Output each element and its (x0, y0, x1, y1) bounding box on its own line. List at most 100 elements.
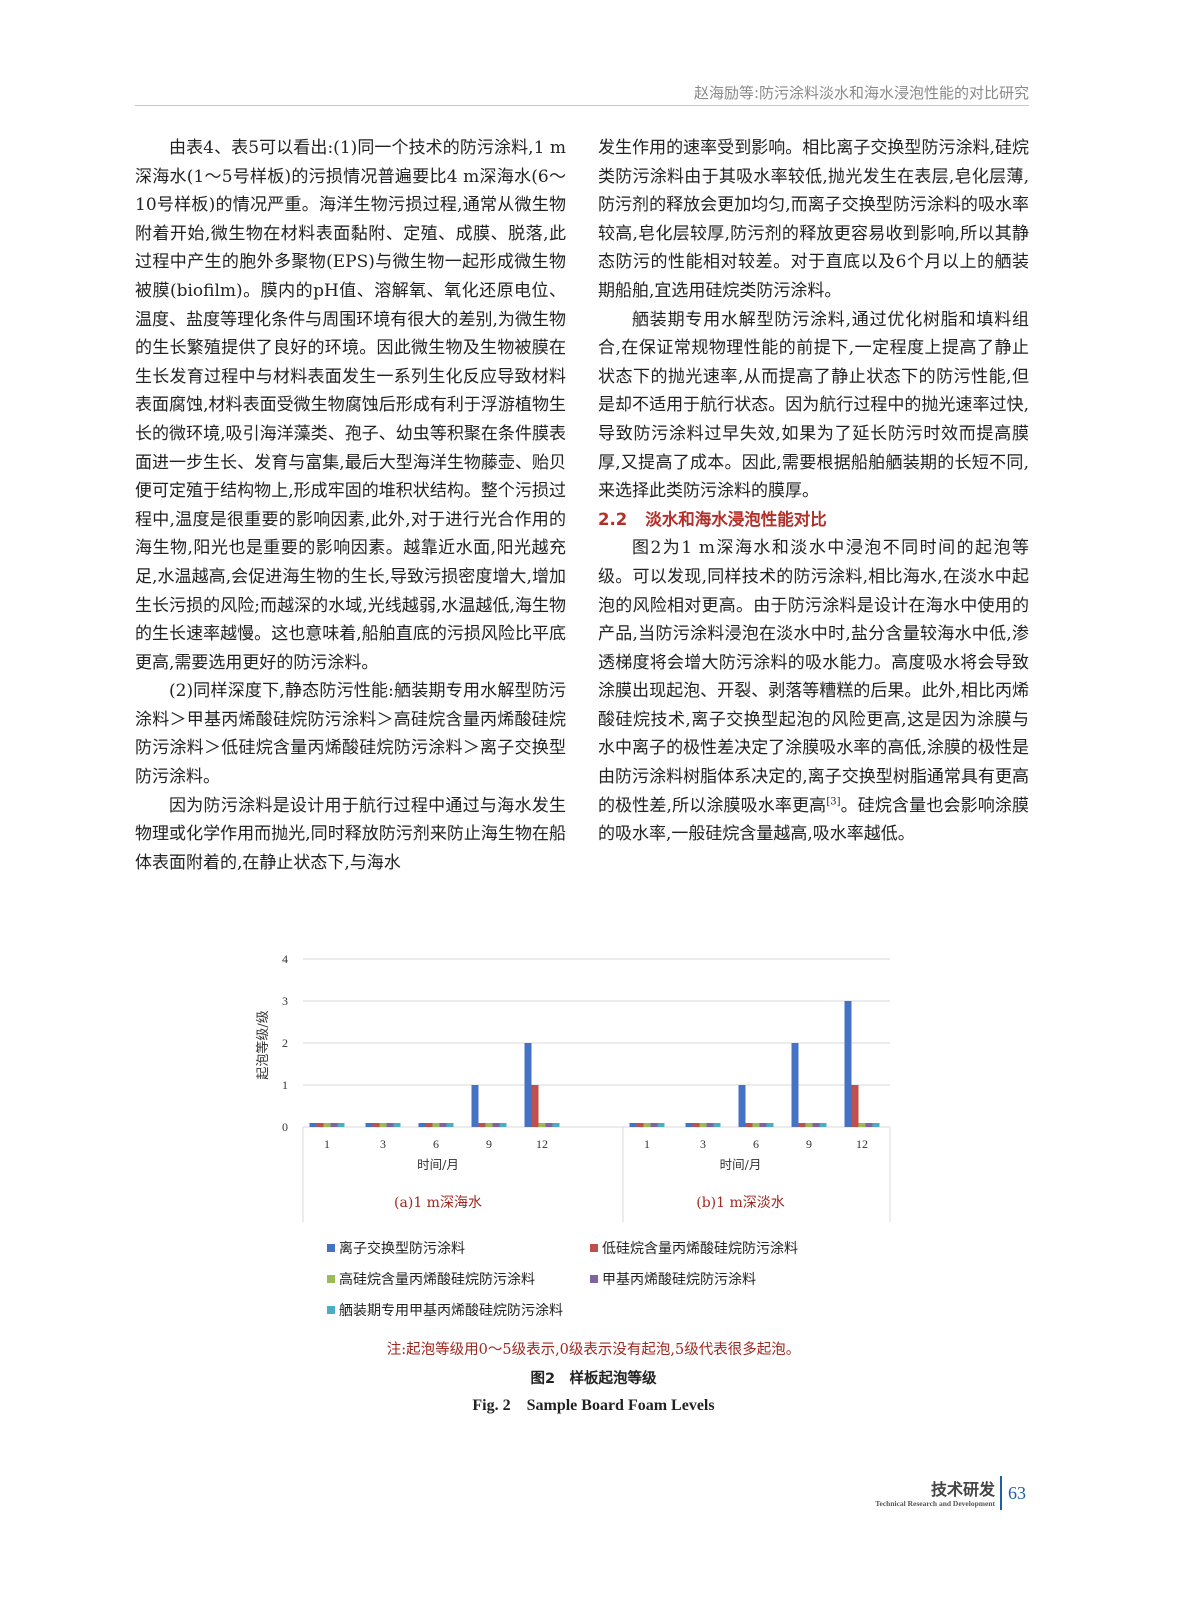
bar-freshwater-6-series-0 (738, 1085, 746, 1127)
bar-freshwater-9-series-0 (791, 1043, 799, 1127)
bar-freshwater-9-series-4 (819, 1123, 827, 1127)
y-tick-label: 0 (282, 1120, 288, 1134)
bar-freshwater-12-series-4 (872, 1123, 880, 1127)
footer-divider (1000, 1476, 1002, 1510)
bar-freshwater-3-series-4 (713, 1123, 721, 1127)
header-rule (135, 105, 1029, 106)
bar-seawater-6-series-2 (432, 1123, 440, 1127)
y-tick-label: 1 (282, 1078, 288, 1092)
bar-freshwater-12-series-2 (858, 1123, 866, 1127)
x-tick-label: 3 (380, 1137, 386, 1151)
bar-seawater-12-series-0 (524, 1043, 532, 1127)
bar-seawater-3-series-4 (393, 1123, 401, 1127)
bar-seawater-6-series-3 (439, 1123, 447, 1127)
paragraph-continuation: 发生作用的速率受到影响。相比离子交换型防污涂料,硅烷类防污涂料由于其吸水率较低,… (598, 138, 1029, 301)
paragraph: (2)同样深度下,静态防污性能:舾装期专用水解型防污涂料＞甲基丙烯酸硅烷防污涂料… (135, 681, 566, 788)
legend-label: 离子交换型防污涂料 (339, 1241, 465, 1257)
x-tick-label: 12 (856, 1137, 868, 1151)
bar-seawater-9-series-2 (485, 1123, 493, 1127)
paragraph: 图2为1 m深海水和淡水中浸泡不同时间的起泡等级。可以发现,同样技术的防污涂料,… (598, 534, 1029, 849)
legend-swatch (327, 1275, 335, 1283)
legend-item: 离子交换型防污涂料 (327, 1238, 465, 1258)
legend-item: 舾装期专用甲基丙烯酸硅烷防污涂料 (327, 1300, 563, 1320)
bar-seawater-1-series-2 (323, 1123, 331, 1127)
legend-swatch (327, 1244, 335, 1252)
bar-seawater-1-series-0 (309, 1123, 317, 1127)
legend-item: 甲基丙烯酸硅烷防污涂料 (590, 1269, 756, 1289)
paragraph-text: 。硅烷含量也会影响涂膜的吸水率,一般硅烷含量越高,吸水率越低。 (598, 795, 1030, 845)
bar-seawater-12-series-4 (552, 1123, 560, 1127)
bar-seawater-12-series-2 (538, 1123, 546, 1127)
x-tick-label: 9 (806, 1137, 812, 1151)
section-heading: 2.2 淡水和海水浸泡性能对比 (598, 506, 1029, 535)
section-number: 2.2 (598, 509, 628, 529)
bar-freshwater-3-series-0 (685, 1123, 693, 1127)
bar-seawater-6-series-4 (446, 1123, 454, 1127)
bar-seawater-9-series-1 (478, 1123, 486, 1127)
bar-freshwater-1-series-3 (650, 1123, 658, 1127)
paragraph: 由表4、表5可以看出:(1)同一个技术的防污涂料,1 m深海水(1～5号样板)的… (135, 138, 566, 673)
x-tick-label: 1 (324, 1137, 330, 1151)
legend-label: 甲基丙烯酸硅烷防污涂料 (602, 1272, 756, 1288)
running-title: 赵海励等:防污涂料淡水和海水浸泡性能的对比研究 (693, 84, 1029, 102)
bar-freshwater-6-series-3 (759, 1123, 767, 1127)
bar-freshwater-6-series-4 (766, 1123, 774, 1127)
bar-seawater-3-series-0 (365, 1123, 373, 1127)
legend-item: 高硅烷含量丙烯酸硅烷防污涂料 (327, 1269, 535, 1289)
bar-seawater-12-series-3 (545, 1123, 553, 1127)
bar-freshwater-9-series-3 (812, 1123, 820, 1127)
footer-section-cn: 技术研发 (930, 1480, 995, 1499)
x-tick-label: 3 (700, 1137, 706, 1151)
bar-seawater-6-series-1 (425, 1123, 433, 1127)
x-tick-label: 6 (753, 1137, 759, 1151)
x-tick-label: 1 (644, 1137, 650, 1151)
legend-swatch (327, 1306, 335, 1314)
bar-freshwater-9-series-1 (798, 1123, 806, 1127)
bar-freshwater-1-series-4 (657, 1123, 665, 1127)
figure-caption-cn: 图2 样板起泡等级 (530, 1371, 657, 1387)
y-tick-label: 2 (282, 1036, 288, 1050)
bar-seawater-12-series-1 (531, 1085, 539, 1127)
legend-swatch (590, 1244, 598, 1252)
bar-freshwater-1-series-0 (629, 1123, 637, 1127)
y-axis-label: 起泡等级/级 (255, 1010, 271, 1079)
y-tick-label: 4 (282, 952, 288, 966)
citation-link[interactable]: [3] (826, 796, 841, 807)
bar-seawater-3-series-1 (372, 1123, 380, 1127)
bar-seawater-9-series-4 (499, 1123, 507, 1127)
bar-freshwater-3-series-1 (692, 1123, 700, 1127)
bar-seawater-3-series-3 (386, 1123, 394, 1127)
x-axis-label: 时间/月 (720, 1157, 762, 1172)
legend-item: 低硅烷含量丙烯酸硅烷防污涂料 (590, 1238, 798, 1258)
bar-seawater-9-series-3 (492, 1123, 500, 1127)
bar-seawater-1-series-3 (330, 1123, 338, 1127)
bar-seawater-1-series-4 (337, 1123, 345, 1127)
legend-label: 高硅烷含量丙烯酸硅烷防污涂料 (339, 1272, 535, 1288)
bar-freshwater-3-series-3 (706, 1123, 714, 1127)
bar-freshwater-3-series-2 (699, 1123, 707, 1127)
figure-caption-en: Fig. 2 Sample Board Foam Levels (472, 1397, 715, 1414)
x-tick-label: 6 (433, 1137, 439, 1151)
paragraph-text: 图2为1 m深海水和淡水中浸泡不同时间的起泡等级。可以发现,同样技术的防污涂料,… (598, 538, 1029, 816)
x-tick-label: 9 (486, 1137, 492, 1151)
bar-freshwater-6-series-2 (752, 1123, 760, 1127)
bar-freshwater-6-series-1 (745, 1123, 753, 1127)
bar-freshwater-1-series-1 (636, 1123, 644, 1127)
right-column: 发生作用的速率受到影响。相比离子交换型防污涂料,硅烷类防污涂料由于其吸水率较低,… (598, 134, 1029, 849)
x-axis-label: 时间/月 (417, 1157, 459, 1172)
paragraph: 舾装期专用水解型防污涂料,通过优化树脂和填料组合,在保证常规物理性能的前提下,一… (598, 309, 1029, 502)
bar-freshwater-12-series-1 (851, 1085, 859, 1127)
x-tick-label: 12 (536, 1137, 548, 1151)
bar-freshwater-1-series-2 (643, 1123, 651, 1127)
bar-seawater-6-series-0 (418, 1123, 426, 1127)
legend-label: 舾装期专用甲基丙烯酸硅烷防污涂料 (339, 1303, 563, 1319)
y-tick-label: 3 (282, 994, 288, 1008)
section-title: 淡水和海水浸泡性能对比 (645, 509, 827, 529)
bar-seawater-3-series-2 (379, 1123, 387, 1127)
legend-swatch (590, 1275, 598, 1283)
footer-section-en: Technical Research and Development (875, 1499, 995, 1508)
legend-label: 低硅烷含量丙烯酸硅烷防污涂料 (602, 1241, 798, 1257)
bar-freshwater-12-series-0 (844, 1001, 852, 1127)
bar-freshwater-9-series-2 (805, 1123, 813, 1127)
